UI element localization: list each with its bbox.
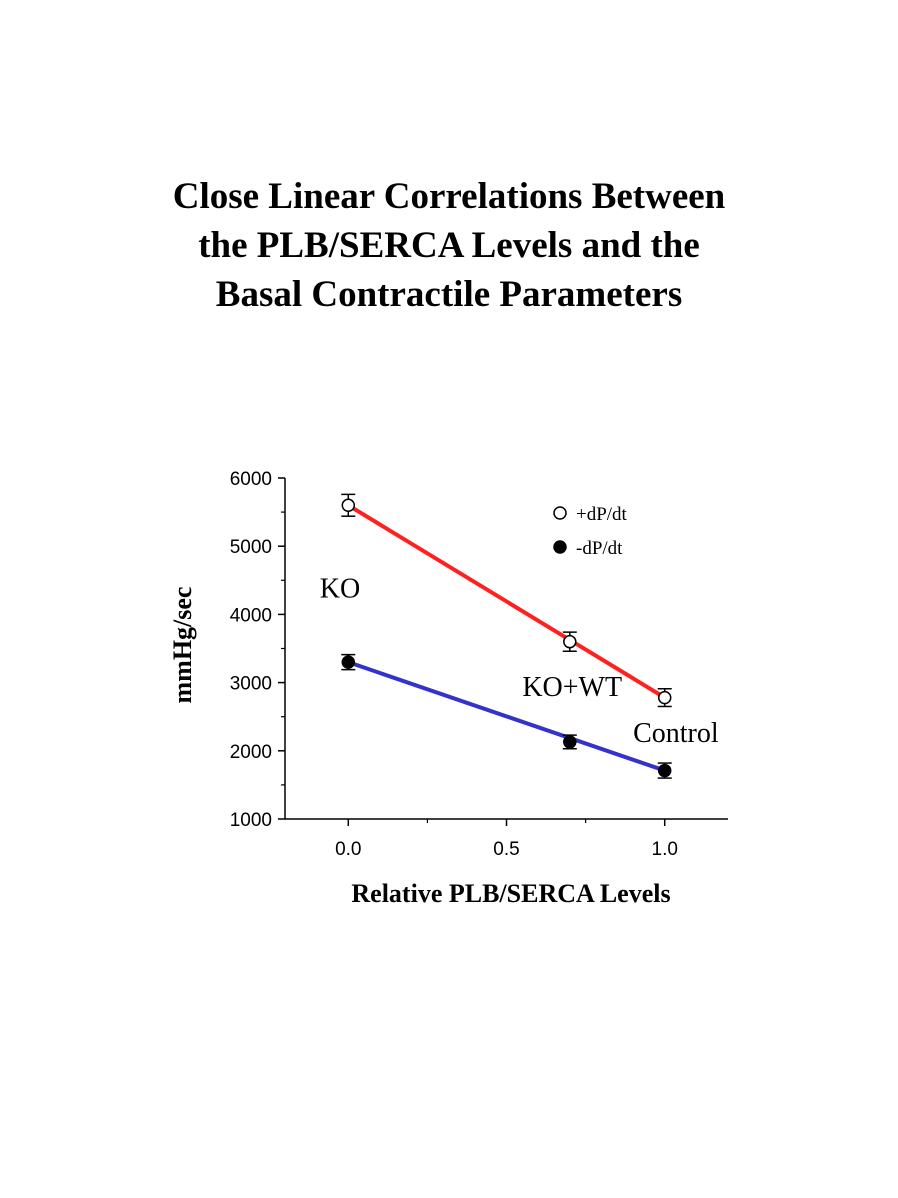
title-line-3: Basal Contractile Parameters: [215, 274, 683, 315]
annotation-label: KO+WT: [522, 672, 622, 703]
page-title: Close Linear Correlations Between the PL…: [0, 172, 898, 319]
marker: [657, 763, 672, 778]
legend: +dP/dt -dP/dt: [553, 504, 628, 559]
y-tick-label: 3000: [230, 674, 272, 695]
data-point-plus-dpdt: [657, 687, 672, 708]
data-point-plus-dpdt: [562, 631, 577, 652]
marker: [657, 690, 672, 705]
annotation-label: Control: [633, 718, 719, 749]
marker: [341, 655, 356, 669]
chart-axes: 1000 2000 3000 4000 5000 6000 0.0 0.5 1.0: [230, 469, 728, 860]
marker: [341, 498, 356, 513]
y-tick-label: 4000: [230, 605, 272, 626]
data-point-minus-dpdt: [562, 734, 577, 750]
legend-marker: [553, 540, 567, 554]
y-tick-label: 1000: [230, 810, 272, 831]
fit-lines: [346, 503, 667, 773]
y-tick-label: 6000: [230, 469, 272, 490]
fit-line-plus-dpdt: [346, 503, 667, 700]
y-tick-label: 5000: [230, 537, 272, 558]
x-tick-label: 1.0: [652, 839, 678, 860]
marker: [563, 634, 577, 649]
x-tick-label: 0.5: [493, 839, 519, 860]
title-line-1: Close Linear Correlations Between: [172, 176, 726, 217]
y-tick-label: 2000: [230, 742, 272, 763]
y-axis-title: mmHg/sec: [168, 587, 197, 704]
legend-label: -dP/dt: [576, 538, 623, 559]
marker: [563, 735, 577, 749]
x-tick-label: 0.0: [335, 839, 361, 860]
fit-line-minus-dpdt: [346, 660, 667, 773]
annotation-label: KO: [320, 573, 360, 604]
x-axis-title: Relative PLB/SERCA Levels: [351, 879, 670, 908]
legend-label: +dP/dt: [576, 504, 628, 525]
chart-annotations: KO KO+WT Control: [320, 573, 719, 749]
title-line-2: the PLB/SERCA Levels and the: [198, 225, 700, 266]
data-point-minus-dpdt: [657, 762, 672, 779]
data-point-plus-dpdt: [341, 493, 356, 517]
legend-marker: [553, 506, 567, 520]
data-point-minus-dpdt: [341, 653, 356, 671]
data-points: [341, 493, 672, 779]
